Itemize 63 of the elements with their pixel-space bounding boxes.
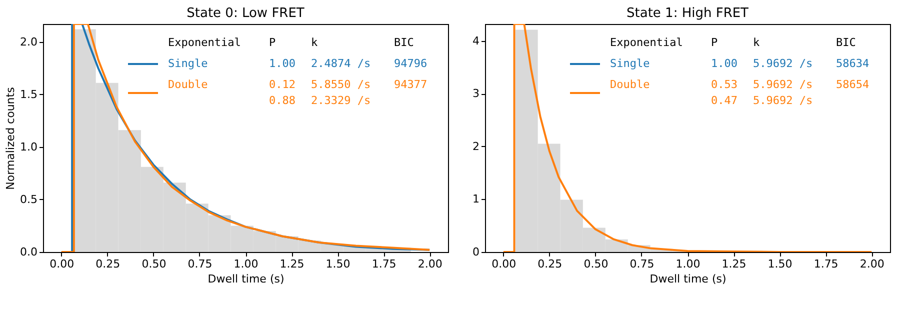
y-axis-title: Normalized counts (4, 86, 18, 190)
x-tick-label: 1.25 (722, 258, 746, 270)
y-tick-label: 1.0 (20, 140, 38, 154)
annotation: BIC (394, 36, 414, 49)
annotation: 5.9692 /s (753, 78, 813, 91)
x-tick-label: 0.50 (584, 258, 608, 270)
x-tick-label: 1.50 (768, 258, 792, 270)
annotation: P (711, 36, 718, 49)
x-tick-label: 0.00 (492, 258, 516, 270)
x-tick-label: 1.25 (280, 258, 304, 270)
annotation: 58634 (836, 57, 870, 70)
annotation: 5.8550 /s (311, 78, 371, 91)
y-tick-label: 4 (472, 34, 480, 48)
x-tick-label: 0.75 (630, 258, 654, 270)
annotation: 0.88 (269, 94, 296, 107)
y-tick-label: 1 (472, 192, 480, 206)
y-tick-label: 0.5 (20, 192, 38, 206)
x-tick-label: 0.25 (96, 258, 120, 270)
line-series (60, 24, 431, 252)
x-tick-label: 0.00 (50, 258, 74, 270)
text: Double (610, 78, 650, 91)
line-series (502, 24, 873, 252)
annotation: k (311, 36, 318, 49)
x-tick-label: 2.00 (418, 258, 442, 270)
x-axis-title: Dwell time (s) (208, 272, 284, 286)
legend-label: Single (168, 57, 208, 70)
y-tick-label: 1.5 (20, 88, 38, 101)
annotation: P (269, 36, 276, 49)
y-tick-label: 0 (472, 246, 480, 258)
x-axis-title: Dwell time (s) (650, 272, 726, 286)
annotation: 58654 (836, 78, 870, 91)
y-tick-label: 2 (472, 140, 480, 153)
chart-title: State 0: Low FRET (186, 6, 304, 21)
annotation: 5.9692 /s (753, 94, 813, 107)
annotation: BIC (836, 36, 856, 49)
legend-title: Exponential (168, 36, 241, 49)
annotation: 2.3329 /s (311, 94, 371, 107)
x-tick-label: 1.00 (234, 258, 258, 270)
annotation: 0.53 (711, 78, 738, 91)
x-tick-label: 0.75 (188, 258, 212, 270)
x-tick-label: 1.75 (814, 258, 838, 270)
annotation: 94377 (394, 78, 428, 91)
x-tick-label: 1.75 (372, 258, 396, 270)
y-tick-label: 2.0 (20, 35, 38, 48)
chart-title: State 1: High FRET (626, 6, 749, 21)
legend-title: Exponential (610, 36, 683, 49)
y-tick-label: 0.0 (20, 246, 38, 258)
x-tick-label: 0.25 (538, 258, 562, 270)
text: Double (168, 78, 208, 91)
annotation: 94796 (394, 57, 428, 70)
legend-label: Single (610, 57, 650, 70)
annotation: 0.12 (269, 78, 296, 91)
x-tick-label: 0.50 (142, 258, 166, 270)
annotation: 5.9692 /s (753, 57, 813, 70)
x-tick-label: 1.50 (326, 258, 350, 270)
annotation: k (753, 36, 760, 49)
x-tick-label: 2.00 (860, 258, 884, 270)
y-tick-label: 3 (472, 87, 480, 100)
annotation: 1.00 (711, 57, 738, 70)
annotation: 0.47 (711, 94, 738, 107)
annotation: 1.00 (269, 57, 296, 70)
annotation: 2.4874 /s (311, 57, 371, 70)
x-tick-label: 1.00 (676, 258, 700, 270)
